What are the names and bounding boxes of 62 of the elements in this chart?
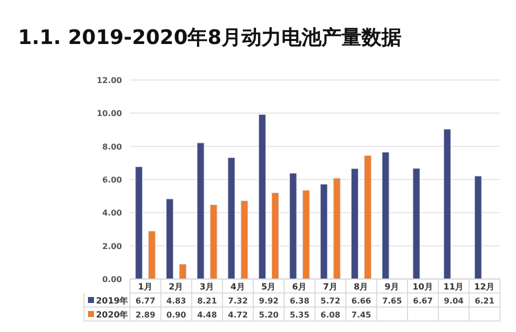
data-label: 5.20	[258, 310, 280, 320]
data-label: 6.08	[320, 310, 341, 320]
data-label: 6.66	[351, 296, 372, 306]
x-tick-label: 11月	[443, 282, 464, 292]
data-label: 5.35	[290, 310, 310, 320]
legend-label: 2020年	[96, 310, 129, 320]
x-tick-label: 1月	[138, 282, 153, 292]
data-label: 8.21	[197, 296, 218, 306]
x-tick-label: 2月	[168, 282, 184, 292]
bar	[148, 230, 156, 280]
data-label: 6.21	[474, 296, 495, 306]
y-tick-label: 6.00	[102, 176, 122, 184]
y-tick-label: 12.00	[96, 76, 122, 85]
x-tick-label: 6月	[292, 282, 308, 292]
bar	[289, 172, 297, 280]
data-label: 4.72	[228, 310, 248, 320]
data-label: 0.90	[166, 310, 187, 320]
data-label: 6.38	[290, 296, 310, 306]
bar	[443, 128, 452, 280]
y-tick-label: 8.00	[102, 142, 122, 152]
x-tick-label: 10月	[412, 282, 434, 292]
bar	[302, 190, 310, 280]
data-label: 4.48	[197, 310, 218, 320]
bar	[258, 114, 266, 280]
bar	[364, 155, 372, 280]
bar	[382, 152, 390, 280]
x-tick-label: 5月	[261, 282, 276, 292]
bar	[474, 176, 482, 280]
data-label: 6.77	[136, 296, 156, 306]
legend-label: 2019年	[96, 296, 129, 306]
data-label: 2.89	[136, 310, 156, 320]
chart-title: 1.1. 2019-2020年8月动力电池产量数据	[18, 25, 402, 49]
bar	[333, 178, 341, 280]
bar	[166, 198, 174, 280]
bar	[271, 192, 280, 280]
y-tick-label: 4.00	[102, 208, 122, 218]
data-label: 7.32	[228, 296, 248, 306]
x-tick-label: 7月	[322, 282, 338, 292]
data-label: 6.67	[413, 296, 433, 306]
bar	[320, 184, 328, 280]
bar	[350, 168, 359, 280]
y-tick-label: 0.00	[102, 275, 122, 284]
bar	[196, 142, 204, 280]
y-tick-label: 2.00	[102, 242, 122, 251]
x-tick-label: 9月	[384, 282, 400, 292]
data-label: 9.92	[258, 296, 279, 306]
x-tick-label: 8月	[354, 282, 369, 292]
data-label: 7.65	[382, 296, 402, 306]
x-tick-label: 4月	[230, 282, 246, 292]
data-label: 5.72	[320, 296, 340, 306]
bar	[178, 264, 187, 280]
bar	[228, 157, 236, 280]
x-tick-label: 12月	[474, 282, 496, 292]
data-label: 9.04	[444, 296, 464, 306]
bar	[240, 200, 248, 280]
bar	[135, 166, 143, 280]
data-label: 4.83	[166, 296, 186, 306]
bar	[210, 204, 218, 280]
bar	[412, 168, 420, 280]
y-tick-label: 10.00	[96, 109, 122, 118]
x-tick-label: 3月	[200, 282, 215, 292]
data-label: 7.45	[351, 310, 372, 320]
